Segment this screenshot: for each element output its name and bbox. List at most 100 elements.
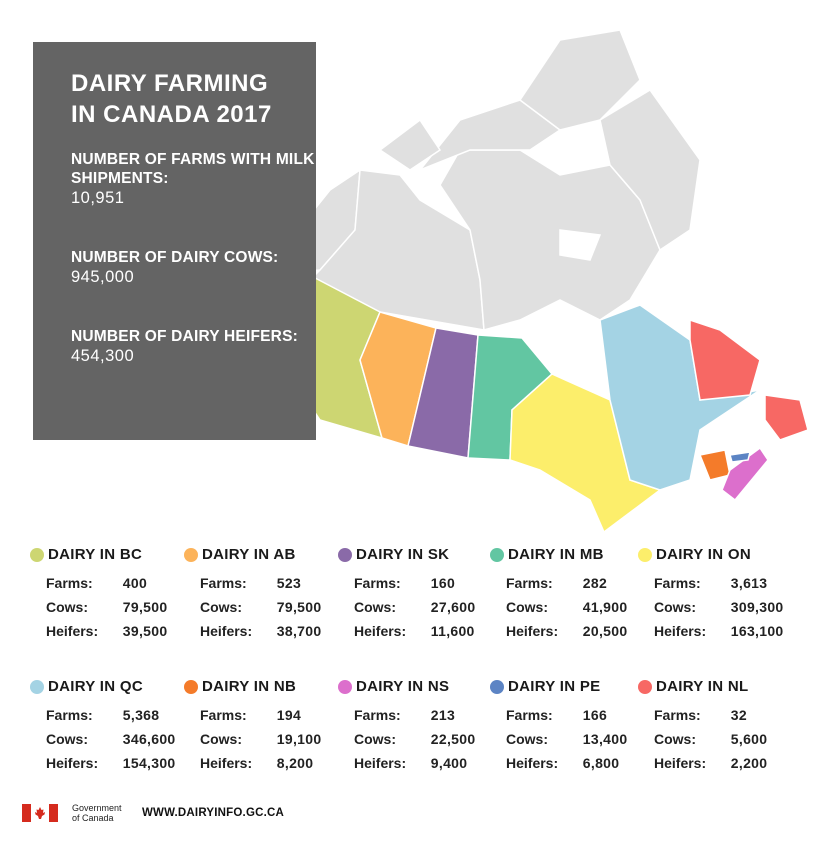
stat-value: 454,300 — [71, 347, 135, 365]
stat-row-label: Cows: — [200, 599, 242, 615]
stat-row-label: Cows: — [654, 731, 696, 747]
stat-label: NUMBER OF DAIRY COWS: — [71, 249, 279, 266]
stat-row-label: Heifers: — [506, 623, 559, 639]
stat-row-farms: Farms: 160 — [354, 571, 498, 595]
province-stats: Farms: 282 Cows: 41,900 Heifers: 20,500 — [506, 571, 650, 643]
stat-row-farms: Farms: 32 — [654, 703, 798, 727]
stat-row-label: Cows: — [506, 599, 548, 615]
province-nb — [698, 449, 731, 481]
stat-row-value: 309,300 — [730, 599, 784, 615]
government-of-canada-wordmark: Government of Canada — [72, 803, 122, 823]
stat-row-cows: Cows: 19,100 — [200, 727, 344, 751]
legend-dot-icon — [638, 679, 652, 694]
stat-row-label: Heifers: — [654, 623, 707, 639]
province-stats: Farms: 194 Cows: 19,100 Heifers: 8,200 — [200, 703, 344, 775]
stat-row-value: 41,900 — [582, 599, 628, 615]
stat-row-heifers: Heifers: 9,400 — [354, 751, 498, 775]
stat-row-label: Farms: — [46, 575, 93, 591]
stat-row-heifers: Heifers: 154,300 — [46, 751, 190, 775]
province-stats: Farms: 400 Cows: 79,500 Heifers: 39,500 — [46, 571, 190, 643]
province-title-text: DAIRY IN PE — [508, 678, 601, 695]
province-qc — [599, 304, 761, 491]
stat-row-label: Heifers: — [506, 755, 559, 771]
province-title-text: DAIRY IN BC — [48, 546, 143, 563]
stat-row-cows: Cows: 5,600 — [654, 727, 798, 751]
stat-row-label: Cows: — [354, 731, 396, 747]
stat-value: 10,951 — [71, 189, 125, 207]
legend-dot-icon — [490, 547, 504, 562]
province-title-text: DAIRY IN AB — [202, 546, 296, 563]
stat-row-heifers: Heifers: 38,700 — [200, 619, 344, 643]
stat-row-value: 79,500 — [122, 599, 168, 615]
stat-row-farms: Farms: 194 — [200, 703, 344, 727]
arctic-island-3 — [599, 89, 701, 252]
province-stats: Farms: 523 Cows: 79,500 Heifers: 38,700 — [200, 571, 344, 643]
legend-dot-icon — [490, 679, 504, 694]
province-block: DAIRY IN NL Farms: 32 Cows: 5,600 Heifers: 2,2… — [638, 678, 798, 775]
province-title: DAIRY IN NB — [184, 678, 344, 695]
province-stats: Farms: 32 Cows: 5,600 Heifers: 2,200 — [654, 703, 798, 775]
province-block: DAIRY IN MB Farms: 282 Cows: 41,900 Heifers: 2… — [490, 546, 650, 643]
province-block: DAIRY IN NB Farms: 194 Cows: 19,100 Heifers: 8… — [184, 678, 344, 775]
provinces — [291, 266, 809, 534]
stat-row-farms: Farms: 523 — [200, 571, 344, 595]
website-link[interactable]: WWW.DAIRYINFO.GC.CA — [142, 807, 284, 819]
stat-row-heifers: Heifers: 8,200 — [200, 751, 344, 775]
arctic-island-2 — [518, 29, 641, 131]
stat-row-farms: Farms: 213 — [354, 703, 498, 727]
stat-row-label: Farms: — [200, 575, 247, 591]
stat-row-label: Farms: — [354, 707, 401, 723]
stat-row-value: 154,300 — [122, 755, 176, 771]
stat-row-value: 160 — [430, 575, 456, 591]
stat-row-heifers: Heifers: 163,100 — [654, 619, 798, 643]
province-pe — [729, 451, 752, 463]
stat-row-value: 8,200 — [276, 755, 314, 771]
legend-dot-icon — [30, 679, 44, 694]
stat-farms: NUMBER OF FARMS WITH MILK SHIPMENTS: 10,… — [71, 150, 316, 208]
stat-row-label: Farms: — [654, 707, 701, 723]
stat-row-label: Cows: — [506, 731, 548, 747]
stat-row-label: Heifers: — [654, 755, 707, 771]
stat-row-value: 19,100 — [276, 731, 322, 747]
stat-row-label: Farms: — [354, 575, 401, 591]
stat-row-value: 32 — [730, 707, 747, 723]
province-block: DAIRY IN QC Farms: 5,368 Cows: 346,600 Heifer… — [30, 678, 190, 775]
stat-row-label: Farms: — [506, 575, 553, 591]
stat-row-value: 5,600 — [730, 731, 768, 747]
province-block: DAIRY IN NS Farms: 213 Cows: 22,500 Heifers: 9… — [338, 678, 498, 775]
stat-row-cows: Cows: 27,600 — [354, 595, 498, 619]
legend-dot-icon — [184, 679, 198, 694]
stat-row-value: 346,600 — [122, 731, 176, 747]
stat-row-value: 6,800 — [582, 755, 620, 771]
province-stats: Farms: 213 Cows: 22,500 Heifers: 9,400 — [354, 703, 498, 775]
province-nl-labrador — [689, 318, 761, 401]
stat-row-heifers: Heifers: 2,200 — [654, 751, 798, 775]
stat-row-farms: Farms: 282 — [506, 571, 650, 595]
stat-row-value: 163,100 — [730, 623, 784, 639]
stat-row-value: 400 — [122, 575, 148, 591]
stat-row-label: Cows: — [654, 599, 696, 615]
stat-row-value: 523 — [276, 575, 302, 591]
stat-row-label: Cows: — [200, 731, 242, 747]
legend-dot-icon — [30, 547, 44, 562]
province-ab — [359, 311, 437, 447]
stat-row-cows: Cows: 22,500 — [354, 727, 498, 751]
stat-row-value: 282 — [582, 575, 608, 591]
stat-row-value: 166 — [582, 707, 608, 723]
province-title-text: DAIRY IN QC — [48, 678, 143, 695]
summary-panel: DAIRY FARMING IN CANADA 2017 NUMBER OF F… — [33, 42, 316, 440]
province-title-text: DAIRY IN NB — [202, 678, 297, 695]
province-ns — [721, 446, 769, 502]
stat-row-value: 13,400 — [582, 731, 628, 747]
stat-row-label: Farms: — [200, 707, 247, 723]
stat-row-value: 3,613 — [730, 575, 768, 591]
province-title-text: DAIRY IN NL — [656, 678, 749, 695]
stat-row-label: Heifers: — [354, 623, 407, 639]
stat-row-label: Cows: — [354, 599, 396, 615]
legend-dot-icon — [638, 547, 652, 562]
stat-row-farms: Farms: 400 — [46, 571, 190, 595]
province-title: DAIRY IN AB — [184, 546, 344, 563]
stat-row-value: 11,600 — [430, 623, 475, 639]
legend-dot-icon — [338, 679, 352, 694]
